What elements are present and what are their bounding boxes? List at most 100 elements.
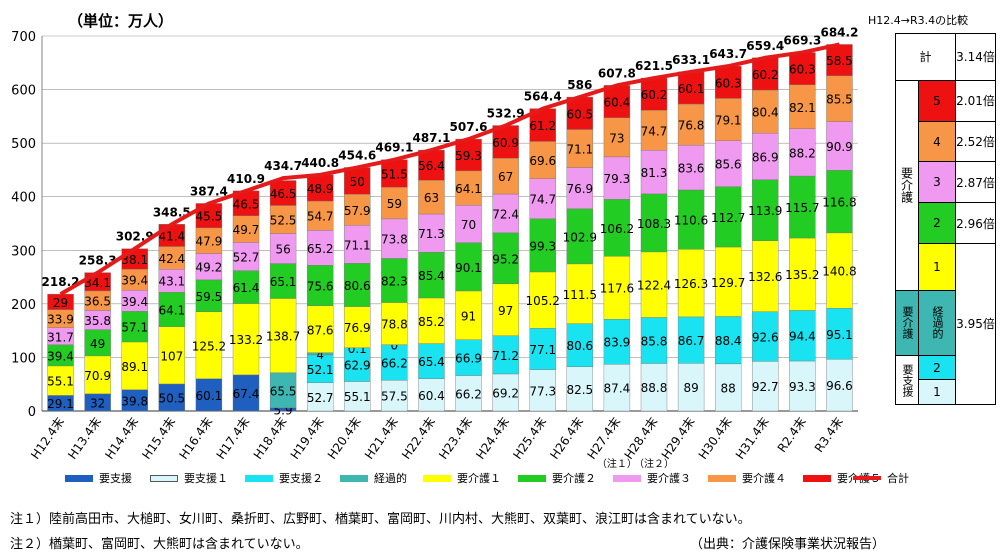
bar-segment — [344, 347, 371, 382]
legend-line — [853, 476, 881, 480]
x-tick-label: H25.4末 — [510, 415, 549, 462]
bar-segment — [529, 328, 556, 370]
legend-item: 要介護２ — [518, 470, 596, 486]
bar-segment — [418, 213, 445, 253]
bar-segment — [566, 129, 594, 168]
bar-segment — [603, 199, 631, 257]
legend-swatch — [340, 474, 368, 482]
bar-segment — [306, 382, 334, 412]
kaigo-ratio-5: 2.01倍 — [955, 79, 996, 122]
bar-segment — [640, 317, 668, 364]
data-label: 39.4 — [47, 349, 74, 363]
bar-segment — [714, 363, 742, 412]
bar-segment — [381, 159, 408, 188]
bar-segment — [603, 256, 631, 320]
data-label: 110.6 — [674, 214, 708, 228]
y-tick-label: 200 — [11, 298, 36, 313]
bar-segment — [381, 218, 408, 259]
y-tick-label: 300 — [11, 244, 36, 259]
x-tick-label: H15.4末 — [139, 415, 178, 462]
bar-segment — [677, 316, 705, 364]
x-tick-label: H31.4末 — [733, 415, 772, 462]
bar-segment — [306, 265, 334, 306]
comparison-title: H12.4→R3.4の比較 — [868, 14, 969, 27]
legend-swatch — [803, 474, 831, 482]
data-label: 135.2 — [785, 268, 819, 282]
bar-segment — [789, 310, 816, 362]
bar-segment — [529, 178, 556, 219]
bar-segment — [381, 379, 408, 412]
bar-segment — [492, 232, 519, 285]
data-label: 65.2 — [307, 242, 334, 256]
total-label: 586 — [567, 78, 592, 92]
data-label: 91 — [461, 309, 476, 323]
bar-segment — [269, 298, 297, 373]
legend-swatch — [613, 474, 641, 482]
bar-segment — [640, 77, 668, 111]
bar-segment — [418, 378, 445, 412]
data-label: 29 — [53, 296, 68, 310]
x-tick-label: H18.4末 — [251, 415, 290, 462]
total-label: 487.1 — [412, 131, 450, 145]
bar-segment — [158, 326, 186, 385]
bar-segment — [381, 258, 408, 303]
kaigo-level-5: 5 — [918, 79, 956, 122]
bar-segment — [381, 302, 408, 345]
data-label: 133.2 — [229, 333, 263, 347]
data-label: 82.5 — [566, 383, 593, 397]
bar-segment — [714, 186, 742, 248]
data-label: 70 — [461, 218, 476, 232]
bar-segment — [677, 189, 705, 250]
kaigo-level-1: 1 — [918, 242, 956, 291]
total-label: 621.5 — [635, 59, 673, 73]
data-label: 59.5 — [196, 290, 223, 304]
data-label: 132.6 — [748, 270, 782, 284]
bar-segment — [752, 179, 779, 241]
bar-segment — [344, 263, 371, 307]
bar-segment — [269, 180, 297, 206]
total-label: 669.3 — [783, 33, 821, 47]
data-label: 39.8 — [121, 394, 148, 408]
legend-label: 要介護２ — [552, 472, 596, 485]
data-label: 85.4 — [418, 269, 445, 283]
bar-segment — [529, 271, 556, 329]
data-label: 46.5 — [270, 187, 297, 201]
bar-segment — [492, 193, 519, 234]
total-label: 684.2 — [820, 25, 858, 39]
data-label: 115.7 — [785, 201, 819, 215]
data-label: 75.6 — [307, 280, 334, 294]
data-label: 50 — [350, 175, 365, 189]
legend-label: 合計 — [887, 472, 909, 485]
x-tick-label: H28.4末 — [622, 415, 661, 462]
legend-label: 要支援 — [99, 472, 132, 485]
legend-item: 要支援１ — [150, 470, 228, 486]
shien-group-label: 要支援 — [895, 355, 919, 405]
legend-swatch — [423, 474, 451, 482]
legend-swatch — [708, 474, 736, 482]
keika-group-label: 要介護 — [895, 289, 919, 357]
bar-segment — [269, 263, 297, 299]
data-label: 49.2 — [196, 261, 223, 275]
data-label: 71.3 — [418, 227, 445, 241]
data-label: 70.9 — [84, 369, 111, 383]
bar-segment — [789, 52, 816, 86]
y-tick-label: 400 — [11, 191, 36, 206]
data-label: 95.1 — [826, 328, 853, 342]
bar-segment — [158, 292, 186, 327]
bar-segment — [640, 363, 668, 412]
total-label: 218.2 — [42, 275, 80, 289]
data-label: 49.7 — [233, 223, 260, 237]
data-label: 79.3 — [604, 172, 631, 186]
data-label: 85.5 — [826, 93, 853, 107]
bar-segment — [752, 361, 779, 412]
data-label: 56 — [275, 243, 290, 257]
legend-label: 要支援１ — [184, 472, 228, 485]
bar-segment — [492, 157, 519, 195]
bar-segment — [789, 128, 816, 177]
data-label: 81.3 — [641, 166, 668, 180]
data-label: 73.8 — [381, 233, 408, 247]
data-label: 96.6 — [826, 379, 853, 393]
total-ratio: 3.14倍 — [955, 33, 996, 81]
bar-segment — [826, 359, 853, 412]
data-label: 66.2 — [455, 387, 482, 401]
